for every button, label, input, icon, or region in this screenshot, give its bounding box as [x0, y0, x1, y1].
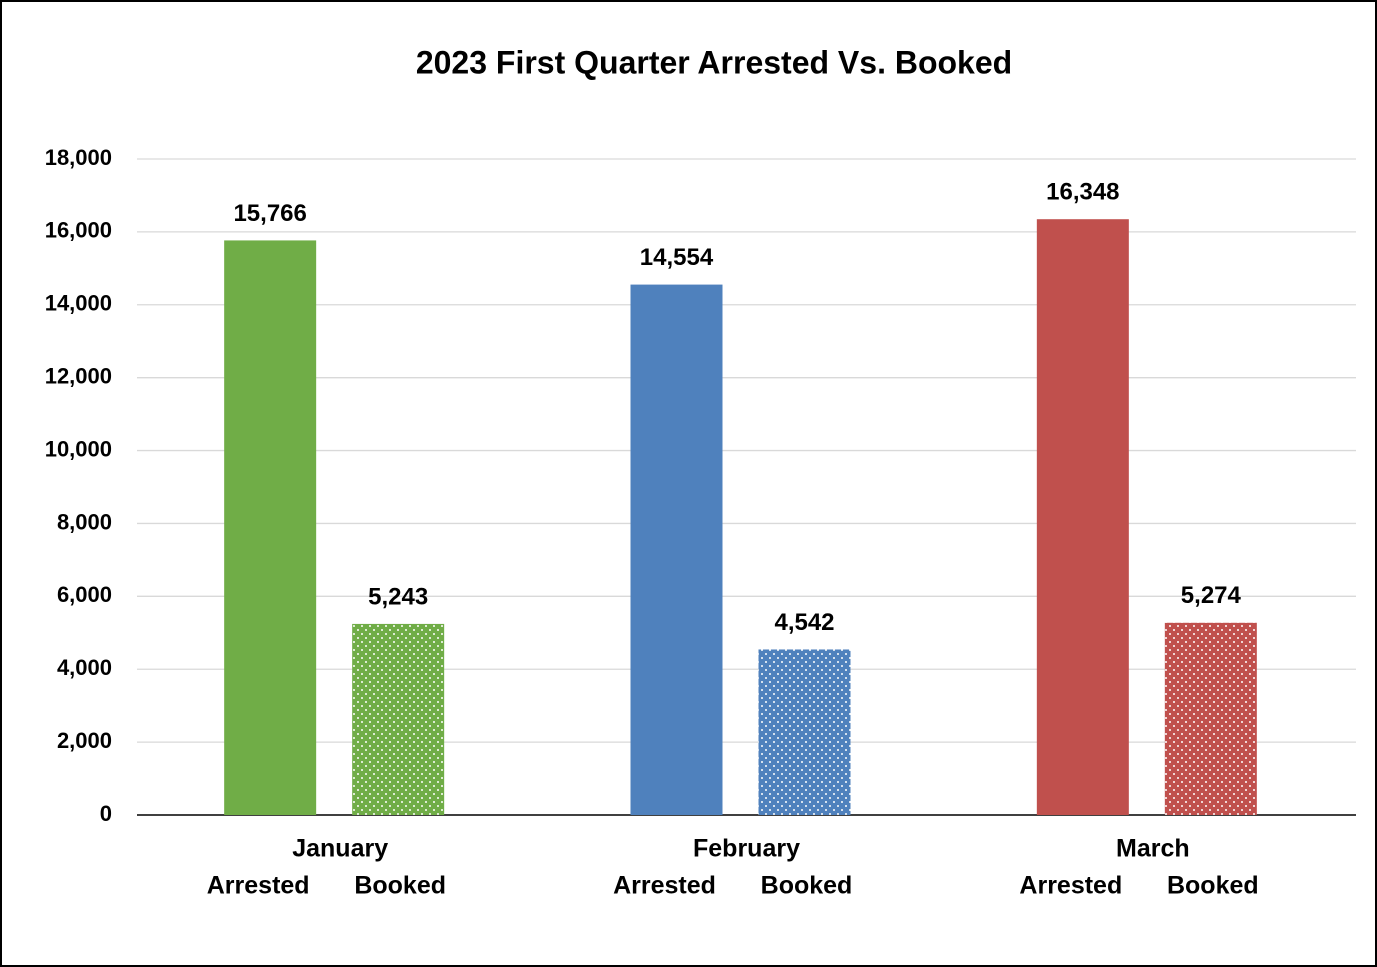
- x-tick-label: February: [693, 835, 800, 863]
- value-label: 14,554: [640, 244, 714, 271]
- bar: [352, 623, 445, 815]
- y-tick-label: 8,000: [57, 509, 112, 534]
- series-label: Booked: [354, 872, 446, 900]
- y-tick-label: 4,000: [57, 655, 112, 680]
- y-tick-label: 14,000: [45, 291, 112, 316]
- value-label: 15,766: [233, 200, 306, 227]
- bar: [1164, 622, 1257, 815]
- bar: [1036, 219, 1129, 815]
- series-label: Arrested: [207, 872, 310, 900]
- bar: [630, 284, 723, 816]
- series-label: Arrested: [613, 872, 716, 900]
- y-tick-label: 12,000: [45, 363, 112, 388]
- y-tick-label: 10,000: [45, 436, 112, 461]
- y-tick-label: 6,000: [57, 582, 112, 607]
- chart-title: 2023 First Quarter Arrested Vs. Booked: [416, 44, 1012, 80]
- y-tick-label: 0: [100, 801, 112, 826]
- y-tick-label: 16,000: [45, 218, 112, 243]
- x-tick-label: March: [1116, 835, 1190, 863]
- value-label: 4,542: [774, 609, 834, 636]
- bar: [758, 649, 851, 815]
- y-tick-label: 18,000: [45, 145, 112, 170]
- series-label: Booked: [1167, 872, 1259, 900]
- value-label: 5,243: [368, 583, 428, 610]
- x-tick-label: January: [292, 835, 388, 863]
- series-label: Arrested: [1019, 872, 1122, 900]
- value-label: 5,274: [1181, 582, 1242, 609]
- value-label: 16,348: [1046, 179, 1119, 206]
- y-tick-label: 2,000: [57, 728, 112, 753]
- series-label: Booked: [761, 872, 853, 900]
- bar: [224, 240, 317, 816]
